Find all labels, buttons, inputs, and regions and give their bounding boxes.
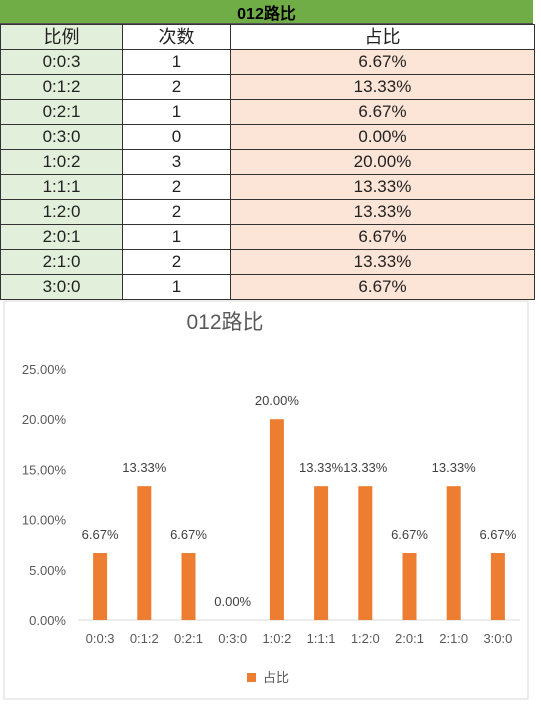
- percent-cell[interactable]: 0.00%: [230, 124, 535, 150]
- x-tick-label: 1:0:2: [262, 631, 291, 646]
- y-tick-label: 5.00%: [29, 563, 66, 578]
- bar[interactable]: [137, 486, 152, 620]
- bar[interactable]: [358, 486, 373, 620]
- ratio-cell[interactable]: 1:0:2: [0, 149, 123, 175]
- table-row: 2:1:0 2 13.33%: [0, 249, 535, 275]
- chart-svg: 012路比 0.00% 5.00% 10.00% 15.00% 20.00% 25.00% 6…: [3, 300, 529, 700]
- bar[interactable]: [181, 553, 196, 620]
- bar[interactable]: [402, 553, 417, 620]
- table-row: 0:3:0 0 0.00%: [0, 124, 535, 150]
- table-row: 1:0:2 3 20.00%: [0, 149, 535, 175]
- data-table: 比例 次数 占比 0:0:3 1 6.67% 0:1:2 2 13.33% 0:2:1 1 6.67%…: [0, 24, 535, 300]
- count-cell[interactable]: 1: [122, 49, 231, 75]
- percent-cell[interactable]: 6.67%: [230, 274, 535, 300]
- percent-cell[interactable]: 6.67%: [230, 99, 535, 125]
- header-cell[interactable]: 占比: [230, 24, 535, 50]
- y-tick-label: 10.00%: [22, 513, 67, 528]
- ratio-cell[interactable]: 1:1:1: [0, 174, 123, 200]
- ratio-cell[interactable]: 3:0:0: [0, 274, 123, 300]
- percent-cell[interactable]: 20.00%: [230, 149, 535, 175]
- ratio-cell[interactable]: 2:0:1: [0, 224, 123, 250]
- bar[interactable]: [314, 486, 329, 620]
- table-row: 3:0:0 1 6.67%: [0, 274, 535, 300]
- data-label: 6.67%: [479, 527, 516, 542]
- table-row: 0:0:3 1 6.67%: [0, 49, 535, 75]
- table-row: 1:1:1 2 13.33%: [0, 174, 535, 200]
- percent-cell[interactable]: 13.33%: [230, 174, 535, 200]
- data-label: 13.33%: [432, 460, 477, 475]
- y-tick-label: 25.00%: [22, 362, 67, 377]
- ratio-cell[interactable]: 0:2:1: [0, 99, 123, 125]
- y-tick-label: 0.00%: [29, 613, 66, 628]
- y-tick-label: 15.00%: [22, 462, 67, 477]
- data-label: 0.00%: [214, 594, 251, 609]
- count-cell[interactable]: 2: [122, 174, 231, 200]
- x-tick-label: 0:3:0: [218, 631, 247, 646]
- ratio-cell[interactable]: 0:1:2: [0, 74, 123, 100]
- ratio-cell[interactable]: 0:3:0: [0, 124, 123, 150]
- percent-cell[interactable]: 13.33%: [230, 199, 535, 225]
- ratio-cell[interactable]: 1:2:0: [0, 199, 123, 225]
- count-cell[interactable]: 2: [122, 74, 231, 100]
- count-cell[interactable]: 1: [122, 224, 231, 250]
- count-cell[interactable]: 1: [122, 274, 231, 300]
- data-label: 6.67%: [170, 527, 207, 542]
- y-tick-label: 20.00%: [22, 412, 67, 427]
- table-row: 0:2:1 1 6.67%: [0, 99, 535, 125]
- percent-cell[interactable]: 6.67%: [230, 49, 535, 75]
- count-cell[interactable]: 2: [122, 199, 231, 225]
- bar[interactable]: [490, 553, 505, 620]
- legend-label: 占比: [263, 670, 289, 685]
- count-cell[interactable]: 0: [122, 124, 231, 150]
- data-label: 13.33%: [343, 460, 388, 475]
- x-tick-label: 0:0:3: [86, 631, 115, 646]
- table-row: 1:2:0 2 13.33%: [0, 199, 535, 225]
- bar[interactable]: [93, 553, 108, 620]
- bar-chart[interactable]: 012路比 0.00% 5.00% 10.00% 15.00% 20.00% 25.00% 6…: [0, 299, 541, 704]
- data-label: 20.00%: [255, 393, 300, 408]
- sheet-title[interactable]: 012路比: [0, 0, 533, 24]
- x-tick-label: 0:2:1: [174, 631, 203, 646]
- chart-frame: [3, 300, 529, 700]
- data-label: 13.33%: [299, 460, 344, 475]
- percent-cell[interactable]: 13.33%: [230, 74, 535, 100]
- header-cell[interactable]: 次数: [122, 24, 231, 50]
- count-cell[interactable]: 1: [122, 99, 231, 125]
- data-label: 6.67%: [391, 527, 428, 542]
- count-cell[interactable]: 2: [122, 249, 231, 275]
- percent-cell[interactable]: 6.67%: [230, 224, 535, 250]
- ratio-cell[interactable]: 2:1:0: [0, 249, 123, 275]
- count-cell[interactable]: 3: [122, 149, 231, 175]
- x-tick-label: 1:1:1: [307, 631, 336, 646]
- x-tick-label: 3:0:0: [483, 631, 512, 646]
- table-row: 2:0:1 1 6.67%: [0, 224, 535, 250]
- header-row: 比例 次数 占比: [0, 24, 535, 50]
- x-tick-label: 2:1:0: [439, 631, 468, 646]
- x-tick-label: 1:2:0: [351, 631, 380, 646]
- chart-title: 012路比: [186, 311, 263, 334]
- x-tick-label: 2:0:1: [395, 631, 424, 646]
- data-label: 6.67%: [82, 527, 119, 542]
- legend-swatch: [247, 673, 256, 682]
- data-label: 13.33%: [122, 460, 167, 475]
- x-tick-label: 0:1:2: [130, 631, 159, 646]
- table-row: 0:1:2 2 13.33%: [0, 74, 535, 100]
- ratio-cell[interactable]: 0:0:3: [0, 49, 123, 75]
- bar[interactable]: [269, 419, 284, 620]
- header-cell[interactable]: 比例: [0, 24, 123, 50]
- percent-cell[interactable]: 13.33%: [230, 249, 535, 275]
- bar[interactable]: [446, 486, 461, 620]
